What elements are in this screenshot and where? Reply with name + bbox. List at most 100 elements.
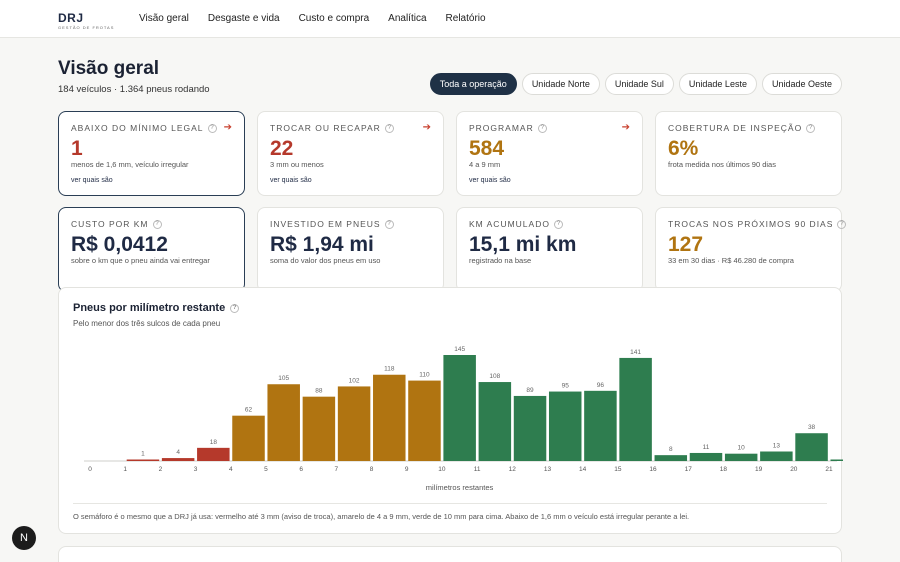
bar-2mm[interactable] bbox=[161, 458, 195, 461]
help-icon[interactable]: ? bbox=[553, 219, 563, 229]
kpi-replace-or-retread[interactable]: Trocar ou recapar? ➔ 22 3 mm ou menos ver qu… bbox=[257, 111, 444, 196]
bar-21mm[interactable] bbox=[830, 459, 844, 462]
bar-14mm[interactable] bbox=[584, 390, 617, 461]
bar-17mm[interactable] bbox=[689, 452, 723, 461]
kpi-accumulated-km: Km acumulado? 15,1 mi km registrado na bas… bbox=[456, 207, 643, 292]
bar-value-label: 88 bbox=[315, 388, 323, 395]
kpi-schedule[interactable]: Programar? ➔ 584 4 a 9 mm ver quais são bbox=[456, 111, 643, 196]
brand-mark: DRJ bbox=[58, 11, 84, 25]
kpi-label: Km acumulado? bbox=[469, 219, 563, 229]
x-tick-label: 4 bbox=[229, 466, 233, 473]
bar-19mm[interactable] bbox=[760, 451, 793, 461]
nav-item-wear[interactable]: Desgaste e vida bbox=[207, 13, 280, 24]
kpi-value: R$ 0,0412 bbox=[71, 233, 168, 256]
x-tick-label: 13 bbox=[544, 466, 552, 473]
help-icon[interactable]: ? bbox=[806, 123, 816, 133]
unit-filter-group: Toda a operação Unidade Norte Unidade Su… bbox=[429, 73, 842, 95]
help-icon[interactable]: ? bbox=[384, 219, 394, 229]
kpi-label: Trocas nos próximos 90 dias? bbox=[668, 219, 847, 229]
bar-value-label: 38 bbox=[808, 424, 816, 431]
bar-16mm[interactable] bbox=[654, 455, 688, 461]
kpi-label-text: Programar bbox=[469, 123, 534, 133]
bar-9mm[interactable] bbox=[408, 380, 441, 461]
bar-value-label: 1 bbox=[141, 451, 145, 458]
bar-7mm[interactable] bbox=[337, 386, 371, 461]
x-tick-label: 21 bbox=[825, 466, 833, 473]
bar-12mm[interactable] bbox=[513, 395, 547, 461]
kpi-label-text: Abaixo do mínimo legal bbox=[71, 123, 204, 133]
kpi-label: Trocar ou recapar? bbox=[270, 123, 394, 133]
kpi-label-text: Trocar ou recapar bbox=[270, 123, 381, 133]
page-title: Visão geral bbox=[58, 58, 160, 79]
main-nav: Visão geral Desgaste e vida Custo e comp… bbox=[139, 13, 486, 24]
help-icon[interactable]: ? bbox=[152, 219, 162, 229]
kpi-label-text: Custo por km bbox=[71, 219, 149, 229]
kpi-invested-in-tires: Investido em pneus? R$ 1,94 mi soma do val… bbox=[257, 207, 444, 292]
x-tick-label: 12 bbox=[509, 466, 517, 473]
x-tick-label: 6 bbox=[299, 466, 303, 473]
help-icon[interactable]: ? bbox=[207, 123, 217, 133]
kpi-description: 4 a 9 mm bbox=[469, 160, 501, 169]
filter-unit-east[interactable]: Unidade Leste bbox=[678, 73, 757, 95]
kpi-replacements-90-days: Trocas nos próximos 90 dias? 127 33 em 30 … bbox=[655, 207, 847, 292]
bar-4mm[interactable] bbox=[232, 415, 265, 461]
bar-15mm[interactable] bbox=[619, 357, 652, 461]
bar-18mm[interactable] bbox=[724, 453, 758, 461]
help-icon[interactable]: ? bbox=[384, 123, 394, 133]
chart-subtitle: Pelo menor dos três sulcos de cada pneu bbox=[73, 319, 221, 328]
nav-item-report[interactable]: Relatório bbox=[445, 13, 486, 24]
filter-unit-west[interactable]: Unidade Oeste bbox=[761, 73, 842, 95]
chart-title-text: Pneus por milímetro restante bbox=[73, 302, 226, 314]
page-subtitle: 184 veículos · 1.364 pneus rodando bbox=[58, 84, 210, 95]
kpi-label: Cobertura de inspeção? bbox=[668, 123, 816, 133]
kpi-label-text: Investido em pneus bbox=[270, 219, 381, 229]
filter-all-operation[interactable]: Toda a operação bbox=[429, 73, 517, 95]
kpi-label-text: Km acumulado bbox=[469, 219, 550, 229]
see-which-link[interactable]: ver quais são bbox=[469, 177, 511, 184]
chart-footnote: O semáforo é o mesmo que a DRJ já usa: v… bbox=[73, 512, 690, 521]
arrow-right-icon[interactable]: ➔ bbox=[223, 122, 232, 133]
next-section-card bbox=[58, 546, 842, 562]
bar-value-label: 110 bbox=[419, 372, 430, 379]
chart-title: Pneus por milímetro restante ? bbox=[73, 302, 240, 314]
filter-unit-south[interactable]: Unidade Sul bbox=[604, 73, 674, 95]
notifications-button[interactable]: N bbox=[12, 526, 36, 550]
bar-1mm[interactable] bbox=[126, 459, 160, 462]
bar-5mm[interactable] bbox=[267, 384, 300, 461]
kpi-label-text: Trocas nos próximos 90 dias bbox=[668, 219, 834, 229]
x-tick-label: 10 bbox=[438, 466, 446, 473]
arrow-right-icon[interactable]: ➔ bbox=[621, 122, 630, 133]
bar-10mm[interactable] bbox=[443, 355, 476, 461]
bar-value-label: 145 bbox=[454, 346, 465, 353]
x-tick-label: 0 bbox=[88, 466, 92, 473]
bar-value-label: 102 bbox=[349, 377, 360, 384]
x-tick-label: 7 bbox=[335, 466, 339, 473]
x-tick-label: 8 bbox=[370, 466, 374, 473]
nav-item-overview[interactable]: Visão geral bbox=[139, 13, 189, 24]
filter-unit-north[interactable]: Unidade Norte bbox=[521, 73, 600, 95]
brand-logo[interactable]: DRJ GESTÃO DE FROTAS bbox=[58, 12, 114, 30]
arrow-right-icon[interactable]: ➔ bbox=[422, 122, 431, 133]
bar-value-label: 13 bbox=[773, 442, 781, 449]
see-which-link[interactable]: ver quais são bbox=[71, 177, 113, 184]
bar-3mm[interactable] bbox=[197, 447, 230, 461]
help-icon[interactable]: ? bbox=[837, 219, 847, 229]
bar-6mm[interactable] bbox=[302, 396, 336, 461]
bar-13mm[interactable] bbox=[548, 391, 582, 461]
top-navigation-bar: DRJ GESTÃO DE FROTAS Visão geral Desgast… bbox=[0, 0, 900, 38]
bar-value-label: 141 bbox=[630, 349, 641, 356]
see-which-link[interactable]: ver quais são bbox=[270, 177, 312, 184]
bar-20mm[interactable] bbox=[795, 433, 828, 461]
help-icon[interactable]: ? bbox=[230, 303, 240, 313]
nav-item-analytics[interactable]: Analítica bbox=[388, 13, 427, 24]
bar-11mm[interactable] bbox=[478, 382, 512, 461]
bar-8mm[interactable] bbox=[373, 374, 406, 461]
kpi-cost-per-km: Custo por km? R$ 0,0412 sobre o km que o p… bbox=[58, 207, 245, 292]
kpi-below-legal-minimum[interactable]: Abaixo do mínimo legal? ➔ 1 menos de 1,6 mm… bbox=[58, 111, 245, 196]
nav-item-cost[interactable]: Custo e compra bbox=[298, 13, 370, 24]
tread-depth-chart-card: Pneus por milímetro restante ? Pelo meno… bbox=[58, 287, 844, 534]
help-icon[interactable]: ? bbox=[537, 123, 547, 133]
kpi-value: 127 bbox=[668, 233, 704, 256]
x-tick-label: 18 bbox=[720, 466, 728, 473]
bar-value-label: 89 bbox=[526, 387, 534, 394]
